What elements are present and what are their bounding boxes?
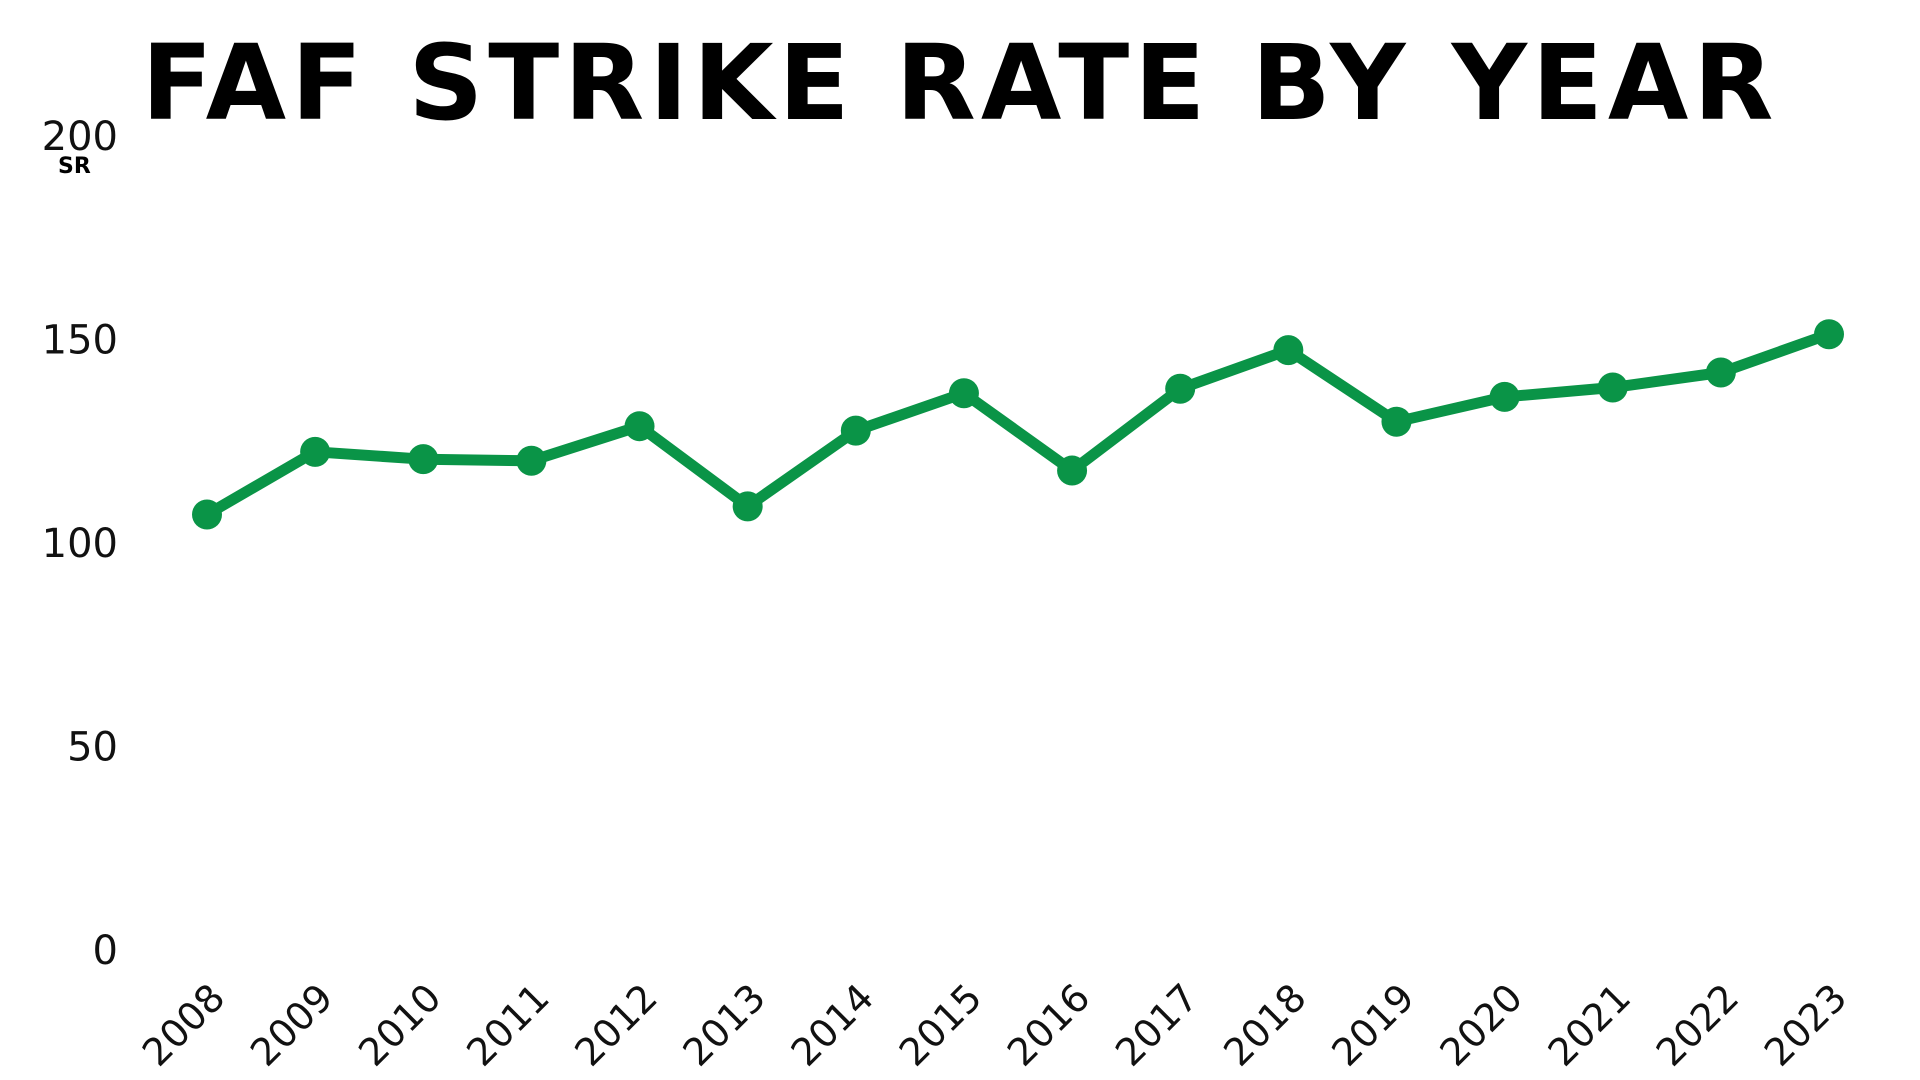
data-point-2013[interactable] bbox=[732, 491, 763, 522]
data-point-2011[interactable] bbox=[516, 445, 547, 476]
data-point-2019[interactable] bbox=[1381, 406, 1412, 437]
x-tick-label: 2008 bbox=[134, 975, 234, 1075]
chart-title: FAF STRIKE RATE BY YEAR bbox=[141, 22, 1779, 144]
x-tick-label: 2020 bbox=[1431, 975, 1531, 1075]
data-point-2023[interactable] bbox=[1814, 319, 1844, 350]
x-tick-label: 2014 bbox=[783, 975, 883, 1075]
x-tick-label: 2017 bbox=[1107, 975, 1207, 1075]
x-tick-label: 2016 bbox=[999, 975, 1099, 1075]
data-point-2017[interactable] bbox=[1165, 373, 1196, 404]
data-point-2022[interactable] bbox=[1705, 357, 1736, 388]
x-tick-label: 2013 bbox=[675, 975, 775, 1075]
y-tick-label: 100 bbox=[42, 521, 118, 567]
y-axis-label: SR bbox=[58, 154, 91, 179]
x-tick-label: 2019 bbox=[1323, 975, 1423, 1075]
x-tick-label: 2018 bbox=[1215, 975, 1315, 1075]
x-tick-label: 2022 bbox=[1648, 975, 1748, 1075]
data-point-2014[interactable] bbox=[840, 415, 871, 446]
series-line bbox=[201, 328, 1835, 520]
data-point-2012[interactable] bbox=[624, 411, 655, 442]
x-tick-label: 2011 bbox=[458, 975, 558, 1075]
series-layer bbox=[192, 319, 1844, 530]
x-tick-label: 2021 bbox=[1540, 975, 1640, 1075]
data-point-2020[interactable] bbox=[1489, 381, 1520, 412]
y-tick-label: 150 bbox=[42, 318, 118, 364]
data-point-2016[interactable] bbox=[1057, 455, 1088, 486]
y-axis-ticks: 0 50 100 150 200 bbox=[42, 114, 118, 974]
x-axis-ticks: 2008 2009 2010 2011 2012 2013 2014 2015 2016 2017… bbox=[134, 975, 1856, 1075]
x-tick-label: 2010 bbox=[350, 975, 450, 1075]
data-point-2008[interactable] bbox=[192, 499, 222, 530]
x-tick-label: 2012 bbox=[566, 975, 666, 1075]
data-point-2015[interactable] bbox=[948, 378, 979, 409]
data-point-2009[interactable] bbox=[300, 436, 331, 467]
x-tick-label: 2015 bbox=[891, 975, 991, 1075]
x-tick-label: 2023 bbox=[1756, 975, 1856, 1075]
y-tick-label: 0 bbox=[93, 928, 118, 974]
x-tick-label: 2009 bbox=[242, 975, 342, 1075]
y-tick-label: 50 bbox=[67, 725, 118, 771]
data-point-2021[interactable] bbox=[1597, 372, 1628, 403]
data-point-2010[interactable] bbox=[408, 444, 439, 475]
y-tick-label: 200 bbox=[42, 114, 118, 160]
data-point-2018[interactable] bbox=[1273, 335, 1304, 366]
